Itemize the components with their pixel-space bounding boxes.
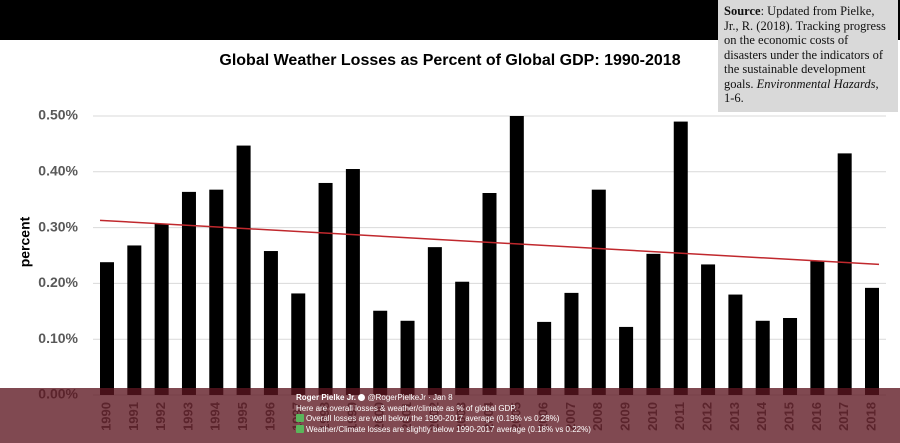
bar [154,223,169,395]
bar [646,253,661,395]
bar [865,287,879,395]
bar [701,264,716,395]
bar [728,294,743,395]
bar [127,245,142,395]
bar [291,293,306,395]
tweet-author: Roger Pielke Jr. [296,393,357,402]
trend-line [99,219,880,266]
source-box: Source: Updated from Pielke, Jr., R. (20… [718,0,898,112]
tweet-line: Overall losses are well below the 1990-2… [306,414,560,423]
bar [181,191,196,395]
bar [755,320,770,395]
y-tick-label: 0.20% [38,274,78,290]
bar [591,189,606,395]
bar [564,292,579,395]
bar [209,189,224,395]
y-tick-label: 0.30% [38,218,78,234]
source-journal: Environmental Hazards [756,76,876,91]
bar [100,262,114,395]
source-label: Source [724,4,761,18]
bar [263,251,278,395]
bar [373,310,388,395]
bar [810,261,825,395]
tweet-handle: @RogerPielkeJr [367,393,426,402]
bar [537,321,552,395]
tweet-line: Here are overall losses & weather/climat… [296,403,517,413]
source-text: : Updated from Pielke, Jr., R. (2018). T… [724,4,886,91]
bar [482,193,497,395]
bar [783,317,798,395]
bar [619,326,634,395]
bar [509,116,524,395]
tweet-overlay: Roger Pielke Jr. @RogerPielkeJr · Jan 8 … [0,388,900,443]
bar [673,121,688,395]
chart-title: Global Weather Losses as Percent of Glob… [219,52,680,69]
tweet-date: Jan 8 [432,393,453,402]
verified-icon [358,394,366,401]
bar [400,320,415,395]
bar [236,145,251,395]
tweet-line: Weather/Climate losses are slightly belo… [306,424,591,434]
y-axis-label: percent [17,216,33,267]
bar [318,182,333,395]
check-icon [296,414,304,422]
bar [427,247,442,395]
bar [345,169,360,395]
bar [455,281,470,395]
y-tick-label: 0.40% [38,163,78,179]
bar [837,153,852,395]
source-pages: , 1-6. [724,76,879,106]
check-icon [296,424,304,433]
y-tick-label: 0.50% [38,107,78,123]
y-tick-label: 0.10% [38,330,78,346]
